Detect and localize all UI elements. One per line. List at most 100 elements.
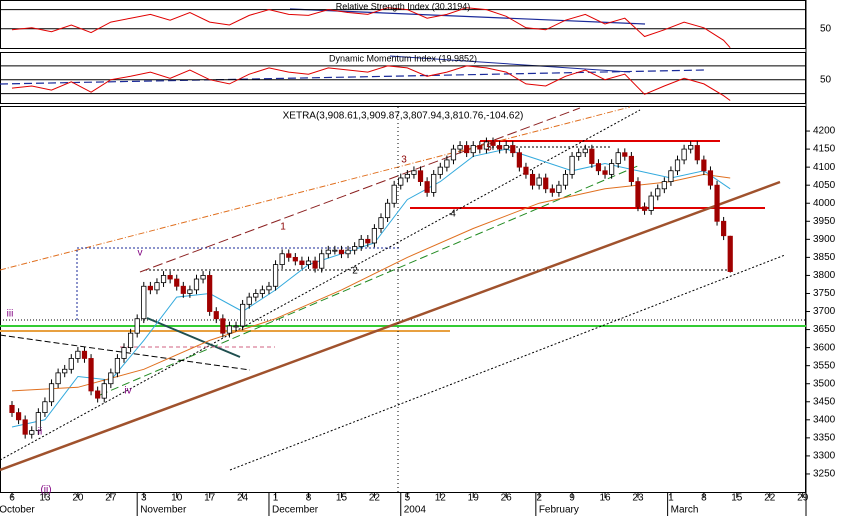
indicator-title: Dynamic Momentum Index (19.9852): [329, 53, 477, 63]
candle-body: [615, 152, 621, 164]
y-tick-label: 3400: [813, 414, 836, 425]
candle-body: [609, 163, 615, 175]
candle-body: [9, 404, 15, 413]
candle-body: [174, 278, 180, 287]
candle-body: [95, 390, 101, 399]
panel-frames: [0, 0, 807, 516]
x-tick-label: 10: [171, 493, 183, 504]
indicator-line: [11, 65, 731, 101]
x-tick-label: 26: [501, 493, 513, 504]
candle-body: [496, 145, 503, 150]
candle-body: [55, 372, 61, 385]
channel-line: [0, 106, 631, 271]
candle-body: [127, 332, 134, 349]
candle-body: [35, 412, 41, 432]
candle-body: [358, 238, 364, 247]
candle-body: [108, 372, 114, 385]
x-tick-label: 27: [105, 493, 117, 504]
candle-body: [391, 184, 397, 204]
y-tick-label: 50: [820, 74, 832, 85]
candle-body: [516, 152, 522, 168]
indicator-line: [11, 7, 731, 49]
y-tick-label: 3800: [813, 270, 836, 281]
month-label: November: [140, 505, 187, 516]
candle-body: [576, 152, 582, 157]
candle-body: [417, 170, 424, 182]
y-tick-label: 3950: [813, 216, 836, 227]
candle-body: [253, 293, 259, 298]
candle-body: [266, 285, 272, 291]
candle-body: [424, 181, 430, 193]
x-tick-label: 8: [701, 493, 707, 504]
candle-body: [562, 173, 569, 186]
y-tick-label: 3300: [813, 451, 836, 462]
channel-line: [139, 107, 581, 273]
candle-body: [42, 401, 48, 413]
x-tick-label: 3: [141, 493, 147, 504]
target-box: [76, 247, 400, 320]
channel-line: [0, 109, 641, 461]
y-tick-label: 3350: [813, 432, 836, 443]
candle-body: [681, 148, 687, 161]
candle-body: [226, 325, 233, 334]
candle-body: [628, 155, 634, 182]
candle-body: [622, 152, 628, 157]
channel-line: [229, 254, 786, 471]
x-tick-label: 22: [764, 493, 776, 504]
candle-body: [536, 177, 542, 186]
x-tick-label: 12: [435, 493, 447, 504]
y-tick-label: 3250: [813, 469, 836, 480]
wedge-line: [146, 317, 241, 358]
candle-body: [141, 285, 147, 320]
candle-body: [286, 253, 292, 258]
y-tick-label: 50: [820, 23, 832, 34]
annotation: 4: [450, 209, 456, 220]
candle-body: [121, 347, 127, 359]
x-tick-label: 22: [369, 493, 381, 504]
annotation: iv: [124, 386, 131, 397]
candle-body: [332, 249, 338, 252]
x-tick-label: 19: [468, 493, 480, 504]
annotation: (ii): [40, 485, 51, 496]
dmi-trendline: [389, 55, 631, 73]
x-tick-label: 23: [632, 493, 644, 504]
candle-body: [668, 170, 674, 182]
candle-body: [292, 256, 298, 262]
chart-title: XETRA(3,908.61,3,909.87,3,807.94,3,810.7…: [283, 111, 524, 122]
y-tick-label: 3650: [813, 324, 836, 335]
candle-body: [648, 195, 654, 211]
candle-body: [431, 173, 437, 193]
candle-body: [483, 141, 490, 150]
candle-body: [81, 350, 88, 359]
candle-body: [701, 159, 707, 172]
candle-body: [15, 412, 22, 421]
x-tick-label: 1: [273, 493, 279, 504]
candle-body: [365, 238, 371, 244]
candle-body: [345, 249, 351, 255]
annotation: ii: [38, 427, 42, 438]
candle-body: [444, 159, 450, 168]
candle-body: [68, 358, 74, 370]
channel-line: [99, 164, 641, 396]
candle-body: [398, 177, 404, 186]
x-tick-label: 15: [731, 493, 743, 504]
candle-body: [602, 170, 608, 175]
candle-body: [193, 278, 200, 291]
candle-body: [510, 145, 516, 154]
main-trendline: [0, 180, 781, 472]
candle-body: [240, 303, 246, 327]
y-tick-label: 3600: [813, 342, 836, 353]
annotation: 1: [280, 222, 286, 233]
indicator-title: Relative Strength Index (30.3194): [336, 1, 471, 11]
y-tick-label: 4200: [813, 126, 836, 137]
candle-body: [688, 145, 694, 150]
y-tick-label: 3700: [813, 306, 836, 317]
month-label: March: [671, 505, 699, 516]
candle-body: [378, 217, 384, 229]
candle-body: [220, 318, 226, 334]
rsi-trendline: [289, 8, 646, 25]
y-tick-label: 3550: [813, 360, 836, 371]
candle-body: [404, 173, 410, 179]
y-tick-label: 3450: [813, 396, 836, 407]
